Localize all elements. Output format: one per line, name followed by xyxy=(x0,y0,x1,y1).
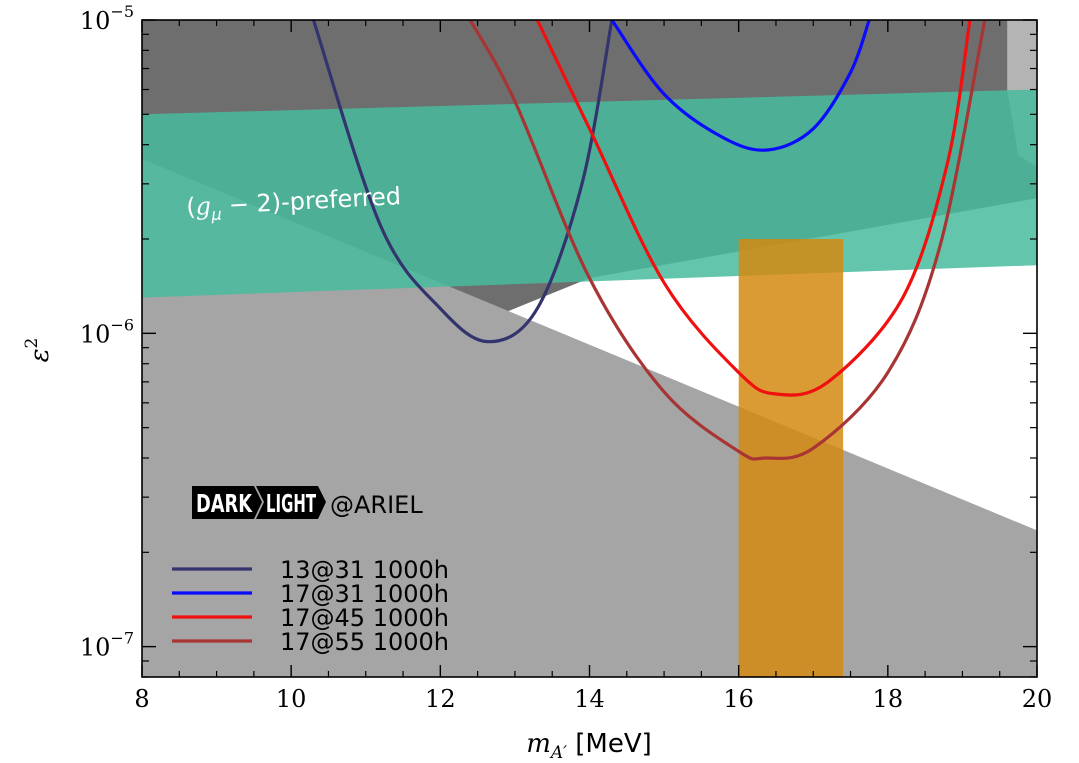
legend-label-2: 17@31 1000h xyxy=(280,580,449,608)
x-tick-label: 10 xyxy=(276,685,307,713)
legend-label-4: 17@55 1000h xyxy=(280,628,449,656)
x-label-unit: [MeV] xyxy=(567,729,652,759)
x-tick-label: 20 xyxy=(1022,685,1053,713)
series-line-4 xyxy=(468,20,987,461)
region-label-sub: μ xyxy=(210,204,222,224)
series-line-2 xyxy=(610,20,871,152)
x-axis-label: mA′ [MeV] xyxy=(526,729,652,763)
x-tick-label: 8 xyxy=(134,685,149,713)
series-line-3 xyxy=(535,20,972,397)
y-tick-exp: −7 xyxy=(110,629,134,648)
y-axis-label: ε2 xyxy=(22,338,55,363)
x-tick-label: 12 xyxy=(425,685,456,713)
sensitivity-curves xyxy=(311,20,987,461)
y-label-exp: 2 xyxy=(22,338,42,349)
x-label-sub: A′ xyxy=(549,743,567,763)
darklight-logo: DARK LIGHT @ARIEL xyxy=(192,486,423,519)
y-tick-base: 10 xyxy=(80,634,111,662)
y-tick-label: 10−7 xyxy=(80,629,134,662)
y-tick-exp: −5 xyxy=(110,2,134,21)
y-tick-label: 10−6 xyxy=(80,315,134,348)
y-axis: 10−710−610−5 xyxy=(80,2,1037,678)
x-tick-label: 16 xyxy=(723,685,754,713)
logo-suffix-text: @ARIEL xyxy=(330,491,423,519)
shaded-regions xyxy=(142,20,1037,677)
y-tick-exp: −6 xyxy=(110,315,134,334)
y-label-eps: ε xyxy=(25,348,55,362)
series-line-1 xyxy=(311,20,614,344)
logo-dark-text: DARK xyxy=(196,489,253,518)
y-tick-base: 10 xyxy=(80,7,111,35)
x-tick-label: 18 xyxy=(873,685,904,713)
x-label-m: m xyxy=(526,729,551,759)
region-label-open: ( xyxy=(186,193,197,221)
y-tick-label: 10−5 xyxy=(80,2,134,35)
region-label-g: g xyxy=(195,192,212,221)
legend-label-3: 17@45 1000h xyxy=(280,604,449,632)
logo-light-text: LIGHT xyxy=(266,489,316,518)
x-axis: 8 10 12 14 16 18 20 xyxy=(134,20,1052,713)
legend-label-1: 13@31 1000h xyxy=(280,556,449,584)
x-tick-label: 14 xyxy=(574,685,605,713)
y-tick-base: 10 xyxy=(80,320,111,348)
